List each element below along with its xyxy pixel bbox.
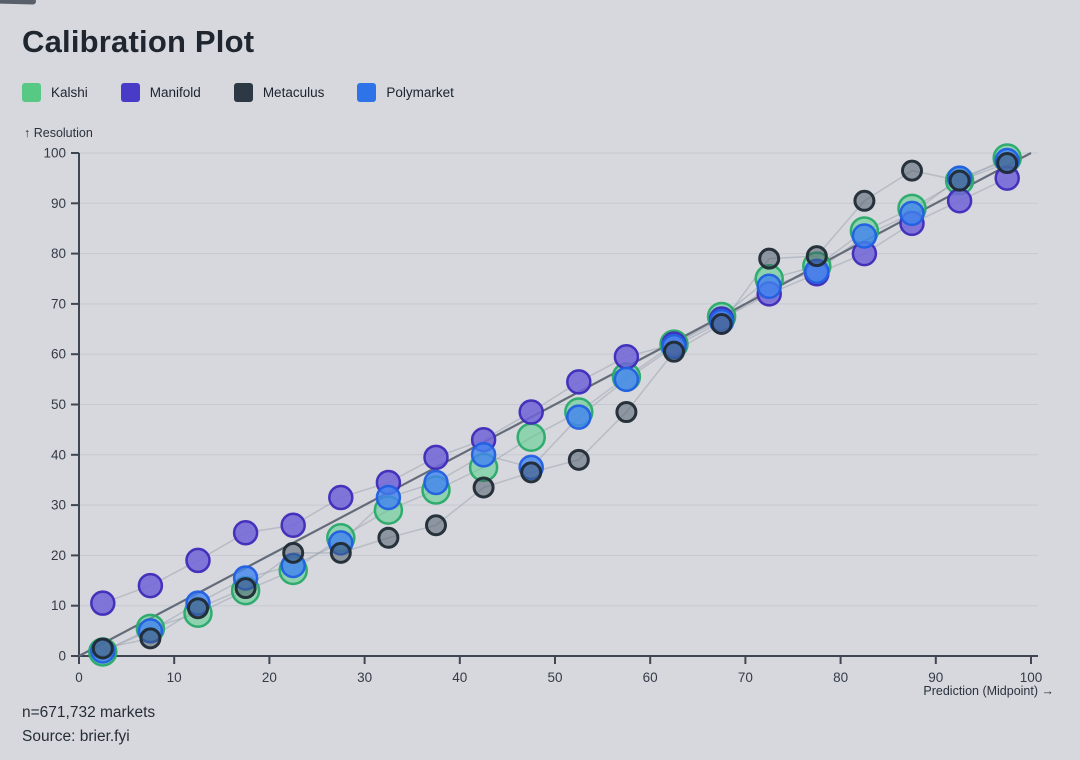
legend-item-polymarket[interactable]: Polymarket: [357, 83, 454, 102]
data-point-polymarket: [613, 366, 640, 393]
data-point-polymarket: [851, 223, 878, 249]
legend-label: Manifold: [149, 85, 201, 100]
data-point-metaculus: [329, 541, 352, 564]
data-point-metaculus: [520, 461, 543, 484]
data-point-manifold: [185, 547, 211, 574]
data-point-polymarket: [566, 404, 592, 430]
legend-label: Polymarket: [386, 85, 454, 100]
data-point-metaculus: [139, 627, 162, 650]
data-point-metaculus: [282, 541, 305, 564]
data-point-polymarket: [899, 200, 925, 227]
data-point-metaculus: [187, 597, 209, 620]
data-point-polymarket: [756, 273, 782, 300]
data-point-metaculus: [91, 637, 114, 660]
legend-swatch-polymarket: [357, 83, 377, 102]
data-point-manifold: [566, 369, 592, 395]
data-point-manifold: [232, 520, 259, 546]
data-point-manifold: [328, 484, 354, 511]
data-point-manifold: [90, 590, 116, 616]
x-tick-label-70: 70: [738, 670, 753, 685]
data-point-metaculus: [901, 159, 923, 182]
data-point-metaculus: [663, 340, 685, 363]
x-tick-label-10: 10: [167, 670, 182, 685]
data-point-manifold: [423, 444, 449, 471]
x-tick-label-60: 60: [643, 670, 658, 685]
x-axis-title: Prediction (Midpoint) →: [923, 684, 1054, 698]
data-point-manifold: [613, 343, 640, 370]
x-tick-label-40: 40: [452, 670, 467, 685]
legend-item-metaculus[interactable]: Metaculus: [233, 83, 325, 102]
y-tick-label-0: 0: [58, 649, 66, 664]
y-tick-label-50: 50: [51, 397, 66, 412]
y-tick-label-10: 10: [51, 598, 66, 613]
y-tick-label-20: 20: [51, 548, 66, 563]
data-point-metaculus: [710, 313, 733, 336]
data-point-metaculus: [234, 577, 257, 600]
y-tick-label-60: 60: [51, 347, 66, 362]
data-point-kalshi: [516, 422, 546, 452]
y-tick-label-30: 30: [51, 498, 66, 513]
legend-label: Kalshi: [51, 85, 88, 100]
data-point-metaculus: [758, 247, 781, 270]
legend-item-kalshi[interactable]: Kalshi: [22, 83, 88, 102]
y-tick-label-90: 90: [51, 196, 66, 211]
legend-label: Metaculus: [262, 85, 325, 100]
legend-swatch-metaculus: [233, 83, 253, 102]
x-tick-label-30: 30: [357, 670, 372, 685]
data-point-manifold: [137, 572, 164, 599]
x-tick-label-100: 100: [1020, 670, 1043, 685]
y-tick-label-100: 100: [43, 146, 66, 161]
data-point-metaculus: [567, 448, 590, 471]
data-point-metaculus: [425, 514, 447, 537]
x-tick-label-80: 80: [833, 670, 848, 685]
x-tick-label-90: 90: [928, 670, 943, 685]
y-tick-label-40: 40: [51, 447, 66, 462]
x-tick-label-20: 20: [262, 670, 277, 685]
data-point-manifold: [518, 399, 544, 425]
data-point-manifold: [280, 512, 306, 538]
y-axis-title: ↑ Resolution: [24, 126, 93, 140]
sample-size-label: n=671,732 markets: [22, 704, 156, 721]
legend-swatch-manifold: [120, 83, 140, 102]
data-point-metaculus: [853, 189, 876, 212]
legend-item-manifold[interactable]: Manifold: [120, 83, 201, 102]
data-point-metaculus: [472, 476, 495, 499]
y-tick-label-70: 70: [51, 296, 66, 311]
data-point-polymarket: [375, 484, 402, 511]
data-point-polymarket: [470, 442, 497, 468]
data-point-metaculus: [377, 526, 400, 549]
data-point-metaculus: [805, 245, 828, 268]
page-title: Calibration Plot: [22, 24, 255, 59]
chart-legend: Kalshi Manifold Metaculus Polymarket: [22, 83, 487, 102]
data-point-polymarket: [423, 469, 449, 496]
x-tick-label-0: 0: [75, 670, 83, 685]
data-point-metaculus: [615, 401, 638, 424]
legend-swatch-kalshi: [22, 83, 41, 102]
source-label: Source: brier.fyi: [22, 728, 130, 745]
data-point-metaculus: [996, 152, 1019, 175]
y-tick-label-80: 80: [51, 246, 66, 261]
x-tick-label-50: 50: [547, 670, 562, 685]
data-point-metaculus: [948, 169, 971, 192]
data-point-manifold: [946, 188, 973, 214]
